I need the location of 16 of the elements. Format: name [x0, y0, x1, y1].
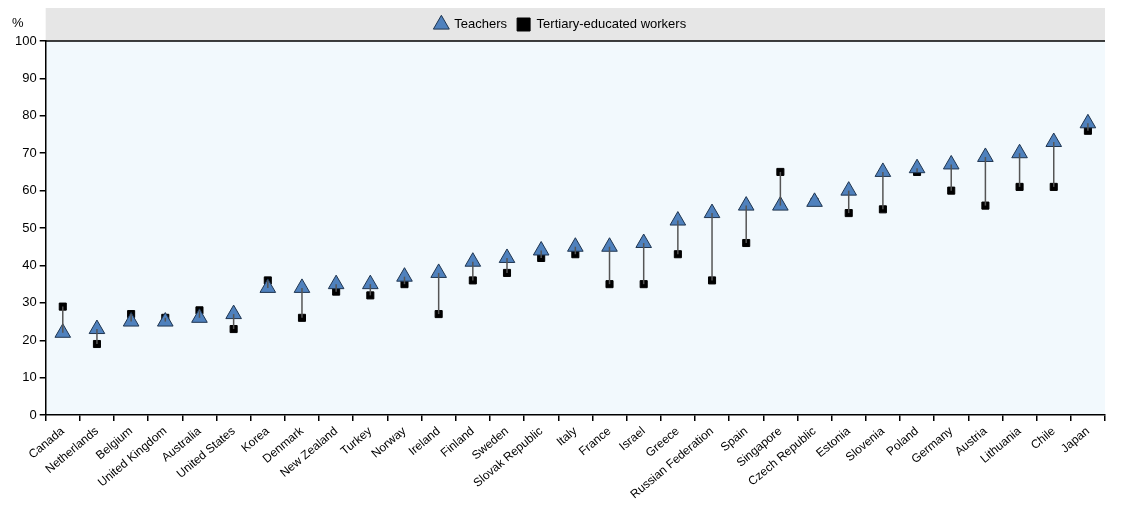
y-tick-label: 0: [29, 406, 37, 422]
legend-label: Tertiary-educated workers: [536, 16, 687, 32]
y-tick-label: 40: [22, 257, 37, 273]
y-tick-label: 90: [22, 69, 37, 85]
x-tick-label: Chile: [1027, 423, 1059, 452]
y-tick-label: 10: [22, 369, 37, 385]
y-tick-label: 20: [22, 331, 37, 347]
x-tick-label: Italy: [553, 423, 580, 449]
y-tick-label: 30: [22, 294, 37, 310]
legend-label: Teachers: [454, 16, 508, 32]
y-axis-title: %: [12, 14, 24, 30]
y-tick-label: 60: [22, 182, 37, 198]
y-tick-label: 50: [22, 219, 37, 235]
y-tick-label: 70: [22, 144, 37, 160]
y-tick-label: 100: [14, 32, 37, 48]
y-tick-label: 80: [22, 107, 37, 123]
